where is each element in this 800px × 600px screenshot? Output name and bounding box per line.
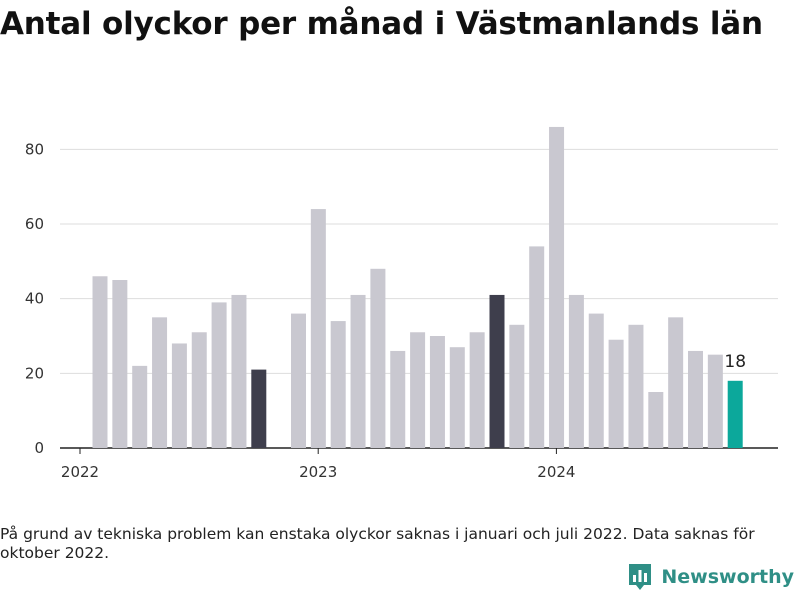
bar[interactable] — [92, 276, 108, 448]
y-tick-label: 80 — [25, 140, 44, 158]
y-tick-label: 60 — [25, 215, 44, 233]
bar[interactable] — [171, 343, 187, 448]
y-axis-ticks: 0 20 40 60 80 — [25, 140, 44, 457]
data-label: 18 — [724, 352, 746, 372]
x-axis-ticks: 2022 2023 2024 — [61, 448, 575, 481]
bar[interactable] — [370, 268, 386, 448]
bar[interactable] — [529, 246, 545, 448]
footnote: På grund av tekniska problem kan enstaka… — [0, 525, 755, 562]
x-tick-label: 2022 — [61, 463, 99, 481]
bar[interactable] — [390, 350, 406, 448]
bar[interactable] — [568, 294, 584, 448]
newsworthy-logo-icon — [629, 564, 652, 590]
bar[interactable] — [132, 365, 148, 448]
x-tick-label: 2023 — [299, 463, 337, 481]
x-tick-label: 2024 — [537, 463, 575, 481]
bar[interactable] — [449, 347, 465, 448]
bar[interactable] — [350, 294, 366, 448]
bar[interactable] — [688, 350, 703, 448]
bar[interactable] — [727, 380, 743, 448]
bar[interactable] — [509, 324, 525, 448]
bar[interactable] — [310, 209, 326, 448]
bar[interactable] — [231, 294, 247, 448]
bar[interactable] — [608, 339, 624, 448]
bar[interactable] — [588, 313, 604, 448]
bar-chart: 0 20 40 60 80 2022 2023 2024 18 — [25, 126, 778, 481]
bar[interactable] — [191, 332, 207, 448]
bar[interactable] — [668, 317, 684, 448]
bar[interactable] — [469, 332, 485, 448]
bar[interactable] — [429, 336, 445, 448]
bar[interactable] — [628, 324, 644, 448]
y-tick-label: 40 — [25, 290, 44, 308]
bar[interactable] — [251, 369, 267, 448]
y-tick-label: 20 — [25, 364, 44, 382]
bar[interactable] — [648, 392, 664, 448]
bar[interactable] — [112, 280, 128, 448]
bar[interactable] — [707, 354, 723, 448]
bar[interactable] — [291, 313, 306, 448]
chart-title: Antal olyckor per månad i Västmanlands l… — [0, 6, 763, 42]
bar[interactable] — [489, 294, 505, 448]
brand-name: Newsworthy — [661, 566, 794, 588]
bars — [92, 126, 743, 448]
bar[interactable] — [152, 317, 168, 448]
brand-logo[interactable]: Newsworthy — [627, 562, 794, 592]
y-tick-label: 0 — [34, 439, 44, 457]
bar[interactable] — [330, 321, 346, 448]
bar[interactable] — [211, 302, 227, 448]
bar[interactable] — [549, 126, 565, 448]
data-labels: 18 — [724, 352, 746, 372]
bar[interactable] — [410, 332, 426, 448]
